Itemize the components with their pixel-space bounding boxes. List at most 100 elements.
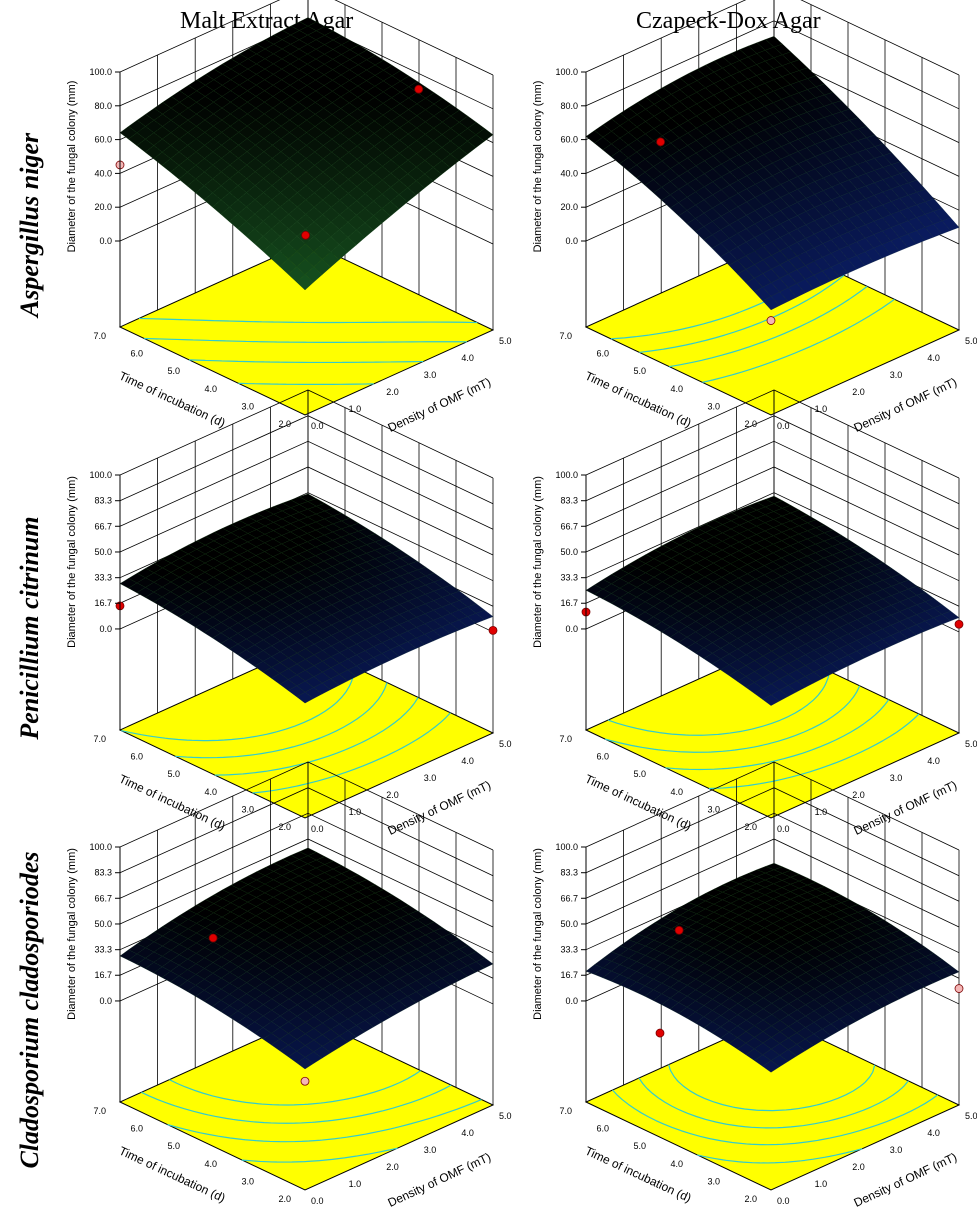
- floor: [584, 1016, 961, 1191]
- density-tick-label: 4.0: [461, 353, 474, 363]
- response-surface: [119, 17, 494, 291]
- time-axis-label: Time of incubation (d): [583, 369, 694, 431]
- z-axis: 0.0 16.7 33.3 50.0 66.7 83.3 100.0 Diameter of …: [532, 470, 587, 730]
- time-tick-label: 2.0: [278, 419, 291, 429]
- response-surface: [585, 495, 960, 706]
- floor-contour-line: [607, 671, 831, 736]
- time-tick-label: 5.0: [167, 769, 180, 779]
- density-tick-label: 2.0: [386, 790, 399, 800]
- z-tick-label: 100.0: [89, 842, 112, 852]
- z-tick-label: 66.7: [94, 893, 112, 903]
- floor-contours: [121, 666, 451, 794]
- time-tick-label: 3.0: [707, 401, 720, 411]
- time-tick-label: 6.0: [596, 752, 609, 762]
- z-tick-label: 16.7: [94, 598, 112, 608]
- density-tick-label: 0.0: [777, 1196, 790, 1206]
- time-tick-label: 5.0: [633, 769, 646, 779]
- surface-cell: [296, 1057, 314, 1070]
- density-tick-label: 2.0: [852, 1162, 865, 1172]
- z-axis-label: Diameter of the fungal colony (mm): [532, 848, 544, 1020]
- response-surface: [119, 493, 494, 704]
- density-tick-label: 1.0: [815, 807, 828, 817]
- time-tick-label: 6.0: [596, 349, 609, 359]
- time-tick-label: 7.0: [559, 734, 572, 744]
- z-tick-label: 20.0: [560, 202, 578, 212]
- z-axis-label: Diameter of the fungal colony (mm): [532, 476, 544, 648]
- wall-horizontal-gridline: [119, 440, 494, 530]
- z-tick-label: 0.0: [99, 624, 112, 634]
- response-surface: [585, 863, 960, 1073]
- time-tick-label: 2.0: [278, 822, 291, 832]
- density-tick-label: 3.0: [890, 1145, 903, 1155]
- density-axis-label: Density of OMF (mT): [386, 778, 493, 838]
- floor-contour-line: [167, 1098, 482, 1143]
- density-tick-label: 0.0: [311, 421, 324, 431]
- wall-horizontal-gridline: [585, 492, 960, 582]
- density-axis-label: Density of OMF (mT): [386, 375, 493, 435]
- design-point: [208, 933, 218, 943]
- wall-horizontal-gridline: [585, 812, 960, 902]
- time-tick-label: 4.0: [204, 787, 217, 797]
- floor-contour-line: [144, 337, 467, 343]
- time-axis-label: Time of incubation (d): [583, 772, 694, 834]
- time-tick-label: 4.0: [204, 1159, 217, 1169]
- time-tick-label: 7.0: [93, 331, 106, 341]
- density-tick-label: 1.0: [349, 1179, 362, 1189]
- time-tick-label: 5.0: [633, 1141, 646, 1151]
- floor-contour-line: [669, 285, 868, 368]
- floor-contours: [138, 317, 478, 385]
- density-tick-label: 5.0: [965, 1111, 977, 1121]
- z-tick-label: 40.0: [560, 168, 578, 178]
- floor-contour-line: [241, 1147, 398, 1163]
- z-tick-label: 83.3: [94, 496, 112, 506]
- z-tick-label: 0.0: [565, 996, 578, 1006]
- time-axis-label: Time of incubation (d): [117, 1144, 228, 1206]
- z-tick-label: 0.0: [99, 236, 112, 246]
- floor-contour-line: [709, 713, 920, 790]
- density-tick-label: 1.0: [349, 807, 362, 817]
- z-tick-label: 60.0: [94, 135, 112, 145]
- surface-plot-6: 0.0 16.7 33.3 50.0 66.7 83.3 100.0 Diameter of …: [532, 761, 977, 1210]
- density-tick-label: 2.0: [386, 387, 399, 397]
- z-tick-label: 0.0: [565, 236, 578, 246]
- z-tick-label: 16.7: [560, 970, 578, 980]
- time-axis-label: Time of incubation (d): [583, 1144, 694, 1206]
- z-axis: 0.0 16.7 33.3 50.0 66.7 83.3 100.0 Diameter of …: [66, 470, 121, 730]
- floor-contour-line: [189, 359, 424, 364]
- wall-horizontal-gridline: [585, 761, 960, 851]
- floor-contour-line: [238, 382, 374, 385]
- wall-horizontal-gridline: [119, 389, 494, 479]
- wall-horizontal-gridline: [585, 415, 960, 505]
- time-tick-label: 7.0: [559, 1106, 572, 1116]
- density-tick-label: 1.0: [349, 404, 362, 414]
- surface-cell: [296, 274, 314, 291]
- floor-contour-line: [141, 1084, 452, 1124]
- z-tick-label: 50.0: [94, 547, 112, 557]
- z-tick-label: 66.7: [560, 521, 578, 531]
- z-axis: 0.0 16.7 33.3 50.0 66.7 83.3 100.0 Diameter of …: [532, 842, 587, 1102]
- density-axis-label: Density of OMF (mT): [852, 1150, 959, 1210]
- z-tick-label: 83.3: [560, 496, 578, 506]
- density-tick-label: 4.0: [461, 1128, 474, 1138]
- density-tick-label: 0.0: [311, 1196, 324, 1206]
- z-tick-label: 80.0: [94, 101, 112, 111]
- time-tick-label: 7.0: [559, 331, 572, 341]
- floor-contour-line: [668, 1064, 876, 1112]
- response-surface: [585, 36, 960, 311]
- surface-cell: [762, 694, 780, 706]
- time-tick-label: 4.0: [670, 787, 683, 797]
- floor-contour-line: [175, 682, 388, 759]
- design-point: [414, 84, 424, 94]
- floor-contour-line: [697, 1148, 863, 1164]
- wall-horizontal-gridline: [585, 389, 960, 479]
- density-tick-label: 2.0: [852, 387, 865, 397]
- surface-plot-3: 0.0 16.7 33.3 50.0 66.7 83.3 100.0 Diameter of …: [66, 389, 512, 838]
- surface-cell: [296, 691, 314, 704]
- floor-contour-line: [702, 298, 895, 383]
- design-point: [954, 984, 964, 993]
- z-tick-label: 33.3: [94, 573, 112, 583]
- z-tick-label: 50.0: [94, 919, 112, 929]
- wall-horizontal-gridline: [119, 466, 494, 556]
